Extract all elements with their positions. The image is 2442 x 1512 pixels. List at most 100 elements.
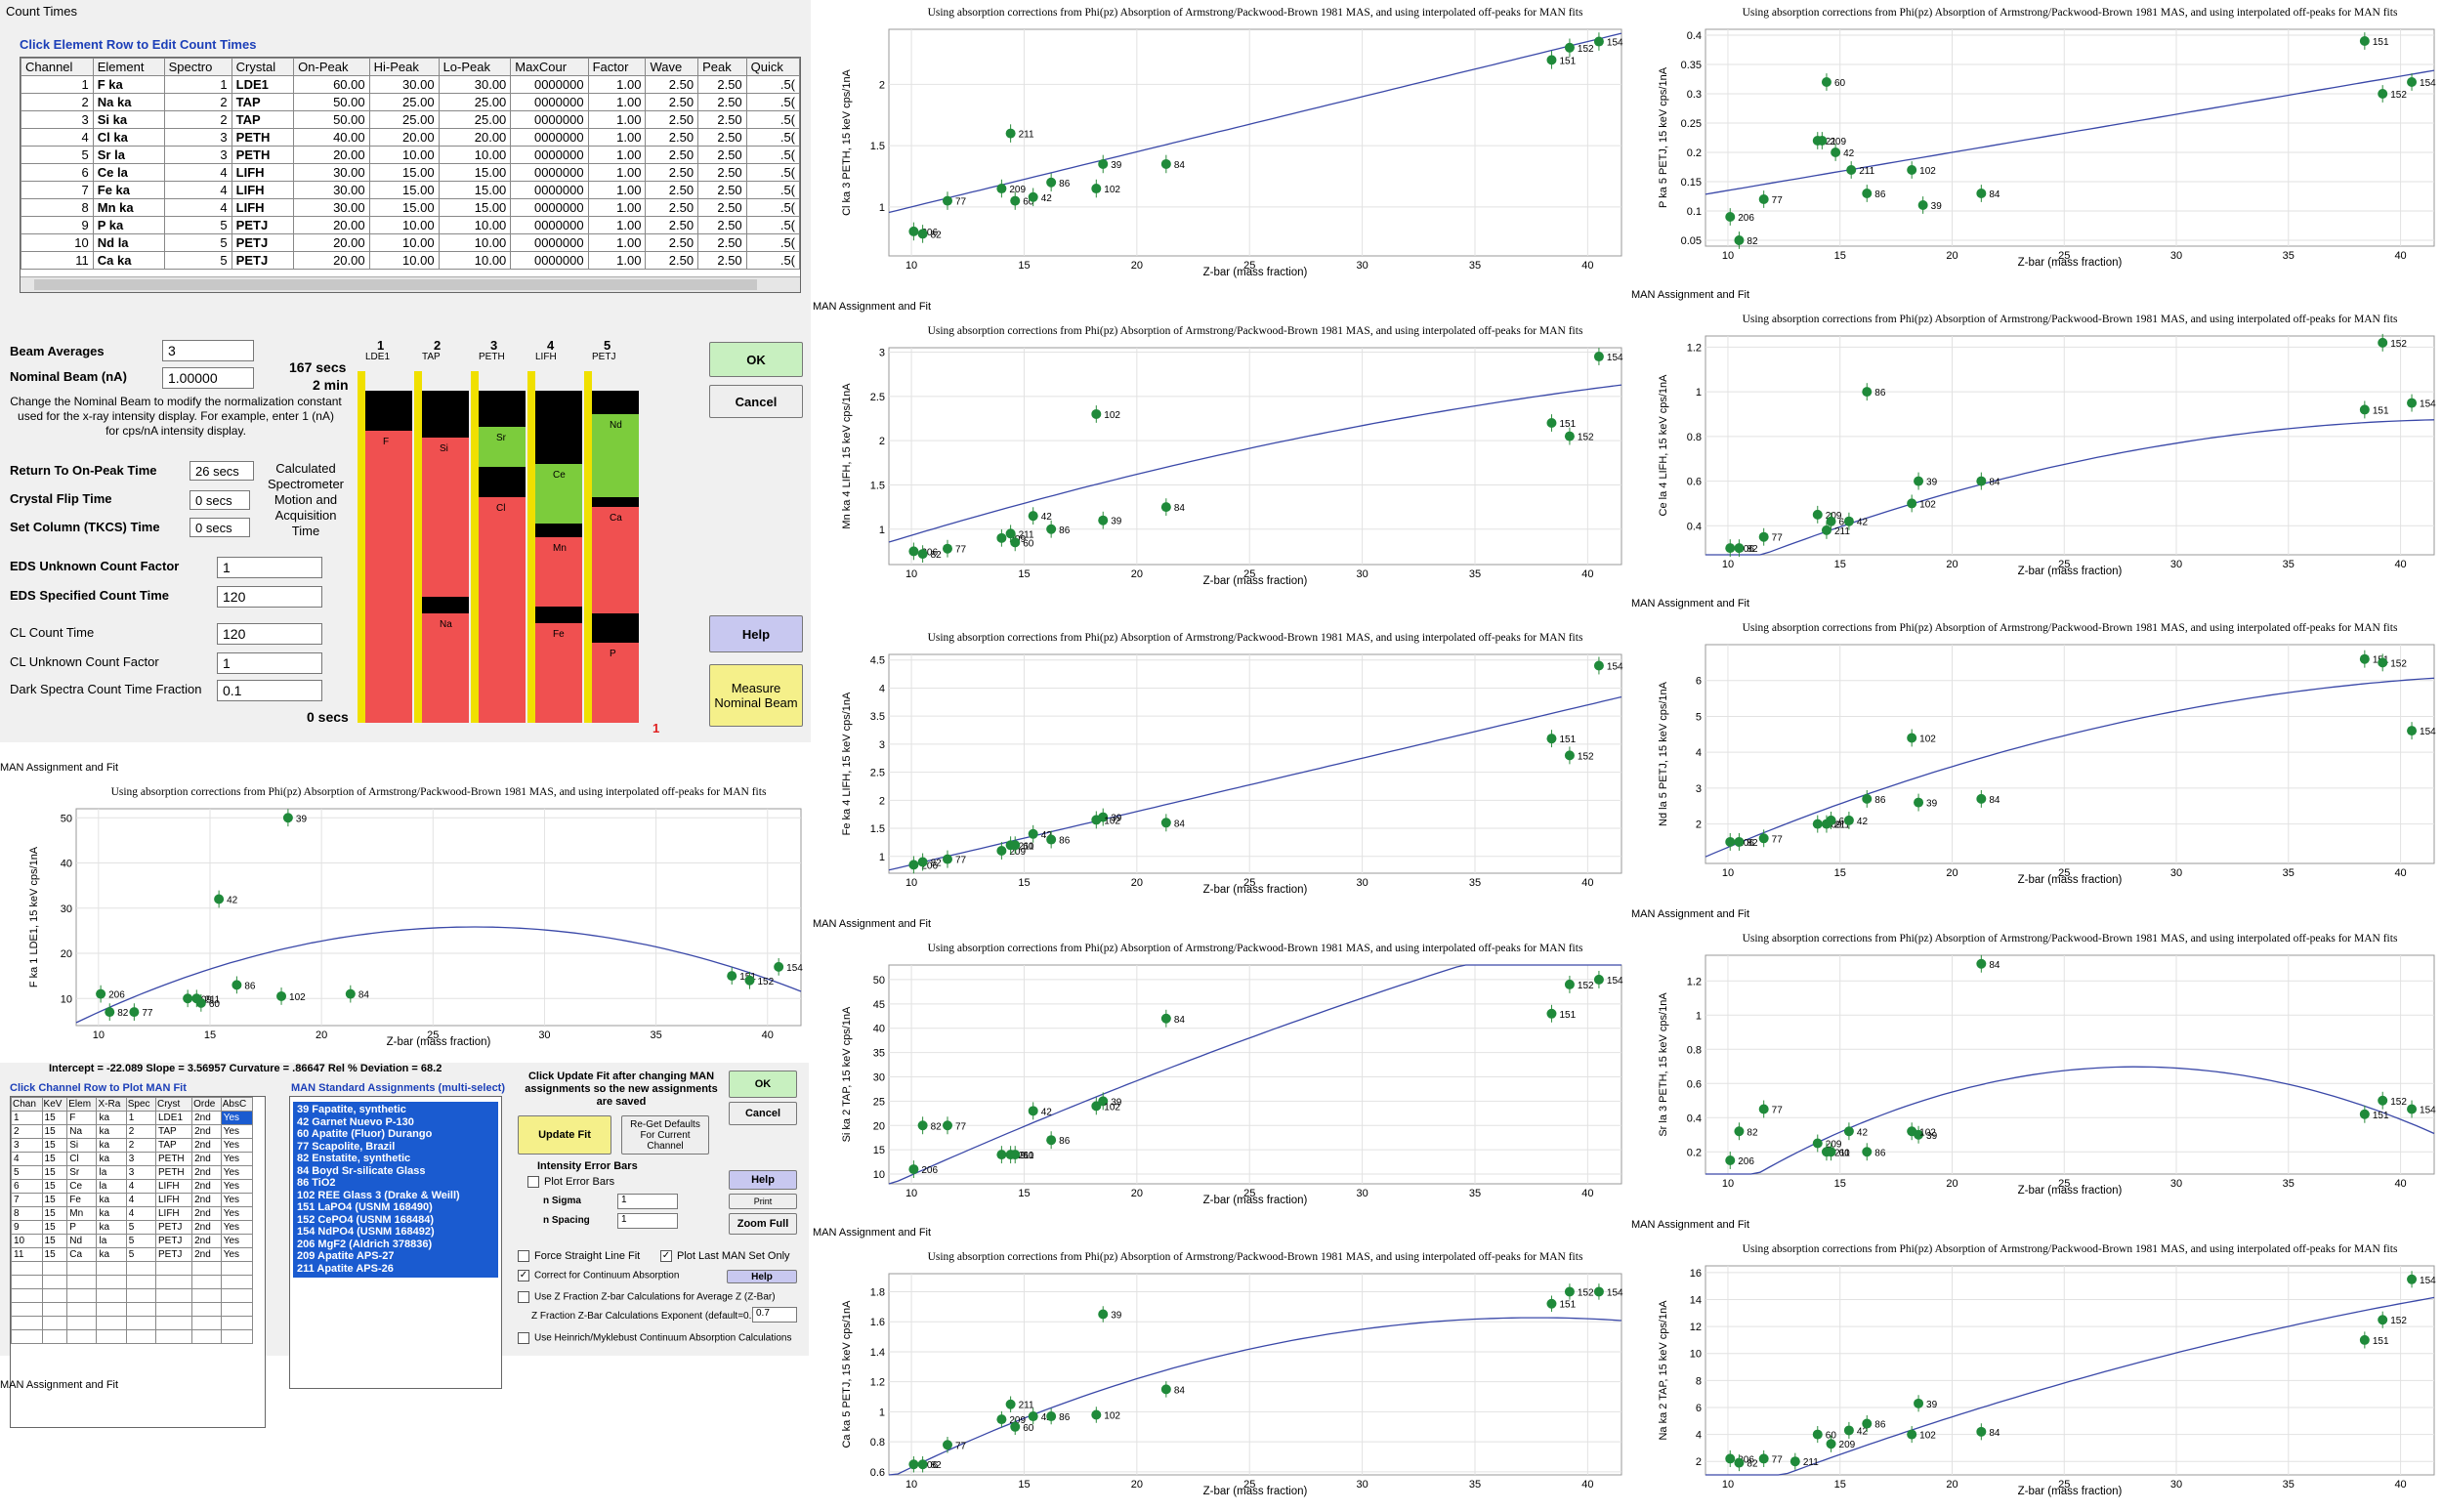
table-row[interactable]: 10 15 Nd la 5 PETJ 2nd Yes <box>11 1234 254 1248</box>
table-row[interactable]: 7 Fe ka 4 LIFH 30.00 15.00 15.00 0000000 1.00 2.5… <box>21 181 800 199</box>
table-row[interactable]: 5 15 Sr la 3 PETH 2nd Yes <box>11 1165 254 1180</box>
man-cancel-button[interactable]: Cancel <box>729 1102 797 1125</box>
table-row[interactable]: 8 Mn ka 4 LIFH 30.00 15.00 15.00 0000000 1.00 2.5… <box>21 198 800 217</box>
checkbox-box-checked[interactable]: ✓ <box>660 1250 672 1263</box>
table-row[interactable]: 11 15 Ca ka 5 PETJ 2nd Yes <box>11 1247 254 1262</box>
help-button[interactable]: Help <box>709 615 803 652</box>
table-row[interactable]: 11 Ca ka 5 PETJ 20.00 10.00 10.00 0000000 1.00 2.… <box>21 251 800 270</box>
point-label: 84 <box>1989 189 2000 200</box>
table-cell: 30.00 <box>293 163 370 182</box>
standard-item[interactable]: 209 Apatite APS-27 <box>297 1250 395 1262</box>
cancel-button[interactable]: Cancel <box>709 385 803 418</box>
y-tick-label: 0.4 <box>1687 30 1702 42</box>
standards-list[interactable]: 39 Fapatite, synthetic 42 Garnet Nuevo P-… <box>293 1102 498 1278</box>
table-cell: ka <box>96 1206 127 1221</box>
standard-item[interactable]: 42 Garnet Nuevo P-130 <box>297 1115 414 1128</box>
standard-item[interactable]: 39 Fapatite, synthetic <box>297 1104 406 1115</box>
man-help-button[interactable]: Help <box>729 1170 797 1190</box>
use-zfraction-checkbox[interactable]: Use Z Fraction Z-bar Calculations for Av… <box>518 1291 776 1303</box>
table-row[interactable]: 8 15 Mn ka 4 LIFH 2nd Yes <box>11 1206 254 1221</box>
point-label: 102 <box>1919 1431 1936 1442</box>
scroll-thumb[interactable] <box>34 279 757 290</box>
data-point <box>943 1440 952 1450</box>
point-label: 42 <box>1857 1127 1869 1138</box>
standard-item[interactable]: 77 Scapolite, Brazil <box>297 1140 396 1153</box>
table-cell: 0000000 <box>510 163 589 182</box>
standard-item[interactable]: 82 Enstatite, synthetic <box>297 1153 411 1164</box>
checkbox-box[interactable] <box>518 1332 529 1344</box>
standard-item[interactable]: 84 Boyd Sr-silicate Glass <box>297 1164 426 1177</box>
table-row[interactable]: 3 Si ka 2 TAP 50.00 25.00 25.00 0000000 1.00 2.50… <box>21 110 800 129</box>
man-ok-button[interactable]: OK <box>729 1071 797 1098</box>
table-row[interactable]: 5 Sr la 3 PETH 20.00 10.00 10.00 0000000 1.00 2.5… <box>21 146 800 164</box>
eds-unknown-input[interactable]: 1 <box>217 557 322 578</box>
n-sigma-select[interactable]: 1 <box>617 1194 678 1209</box>
plot-title: Using absorption corrections from Phi(pz… <box>928 7 1583 19</box>
table-row[interactable]: 2 15 Na ka 2 TAP 2nd Yes <box>11 1124 254 1139</box>
table-cell: .5( <box>745 163 800 182</box>
plot-error-bars-checkbox[interactable]: Plot Error Bars <box>527 1176 614 1189</box>
table-row[interactable]: 6 Ce la 4 LIFH 30.00 15.00 15.00 0000000 1.00 2.5… <box>21 163 800 182</box>
correct-continuum-checkbox[interactable]: ✓ Correct for Continuum Absorption <box>518 1270 679 1281</box>
checkbox-box[interactable] <box>527 1176 539 1189</box>
n-spacing-select[interactable]: 1 <box>617 1213 678 1229</box>
beam-averages-label: Beam Averages <box>10 344 105 358</box>
standard-item[interactable]: 206 MgF2 (Aldrich 378836) <box>297 1238 433 1250</box>
table-row[interactable]: 7 15 Fe ka 4 LIFH 2nd Yes <box>11 1193 254 1207</box>
x-tick-label: 10 <box>1722 250 1734 262</box>
point-label: 102 <box>1919 166 1936 177</box>
checkbox-box-checked[interactable]: ✓ <box>518 1270 529 1281</box>
standard-item[interactable]: 102 REE Glass 3 (Drake & Weill) <box>297 1189 460 1201</box>
cl-unknown-input[interactable]: 1 <box>217 652 322 674</box>
y-tick-label: 8 <box>1696 1375 1702 1387</box>
eds-specified-input[interactable]: 120 <box>217 586 322 608</box>
update-fit-button[interactable]: Update Fit <box>518 1115 611 1155</box>
table-cell: 50.00 <box>293 110 370 129</box>
horizontal-scrollbar[interactable] <box>21 276 800 292</box>
table-row[interactable]: 3 15 Si ka 2 TAP 2nd Yes <box>11 1138 254 1153</box>
beam-averages-input[interactable]: 3 <box>162 340 254 361</box>
standard-item[interactable]: 152 CePO4 (USNM 168484) <box>297 1213 435 1226</box>
table-row[interactable]: 10 Nd la 5 PETJ 20.00 10.00 10.00 0000000 1.00 2.… <box>21 233 800 252</box>
plot-last-checkbox[interactable]: ✓ Plot Last MAN Set Only <box>660 1250 790 1263</box>
use-heinrich-checkbox[interactable]: Use Heinrich/Myklebust Continuum Absorpt… <box>518 1332 791 1344</box>
checkbox-box[interactable] <box>518 1291 529 1303</box>
point-label: 82 <box>1747 1459 1758 1470</box>
table-cell <box>191 1275 222 1289</box>
standard-item[interactable]: 154 NdPO4 (USNM 168492) <box>297 1226 435 1238</box>
zfrac-input[interactable]: 0.7 <box>752 1307 797 1323</box>
data-point <box>1160 1384 1171 1395</box>
y-tick-label: 40 <box>61 859 72 870</box>
count-times-table[interactable]: Channel Element Spectro Crystal On-Peak Hi-Pe… <box>20 57 801 293</box>
ok-button[interactable]: OK <box>709 342 803 377</box>
table-row[interactable]: 6 15 Ce la 4 LIFH 2nd Yes <box>11 1179 254 1194</box>
data-point <box>1593 1286 1604 1297</box>
standard-item[interactable]: 211 Apatite APS-26 <box>297 1262 394 1275</box>
data-point <box>1826 1439 1836 1449</box>
table-row[interactable]: 4 Cl ka 3 PETH 40.00 20.00 20.00 0000000 1.00 2.5… <box>21 128 800 147</box>
table-cell: 25.00 <box>438 93 512 111</box>
standard-item[interactable]: 60 Apatite (Fluor) Durango <box>297 1128 433 1140</box>
dark-fraction-input[interactable]: 0.1 <box>217 680 322 701</box>
plot-svg: Using absorption corrections from Phi(pz… <box>1658 933 2436 1197</box>
cl-count-input[interactable]: 120 <box>217 623 322 645</box>
reget-defaults-button[interactable]: Re-Get Defaults For Current Channel <box>621 1115 709 1155</box>
print-button[interactable]: Print <box>729 1194 797 1209</box>
nominal-beam-input[interactable]: 1.00000 <box>162 367 254 389</box>
measure-nominal-beam-button[interactable]: Measure Nominal Beam <box>709 664 803 727</box>
standard-item[interactable]: 151 LaPO4 (USNM 168490) <box>297 1201 433 1213</box>
spectro-number: 5 <box>604 338 611 353</box>
checkbox-box[interactable] <box>518 1250 529 1263</box>
help2-button[interactable]: Help <box>727 1270 797 1283</box>
table-row[interactable]: 2 Na ka 2 TAP 50.00 25.00 25.00 0000000 1.00 2.50… <box>21 93 800 111</box>
standard-item[interactable]: 86 TiO2 <box>297 1177 336 1189</box>
data-point <box>908 226 919 236</box>
force-straight-checkbox[interactable]: Force Straight Line Fit <box>518 1250 640 1263</box>
zoom-full-button[interactable]: Zoom Full <box>729 1213 797 1235</box>
table-row[interactable]: 4 15 Cl ka 3 PETH 2nd Yes <box>11 1152 254 1166</box>
